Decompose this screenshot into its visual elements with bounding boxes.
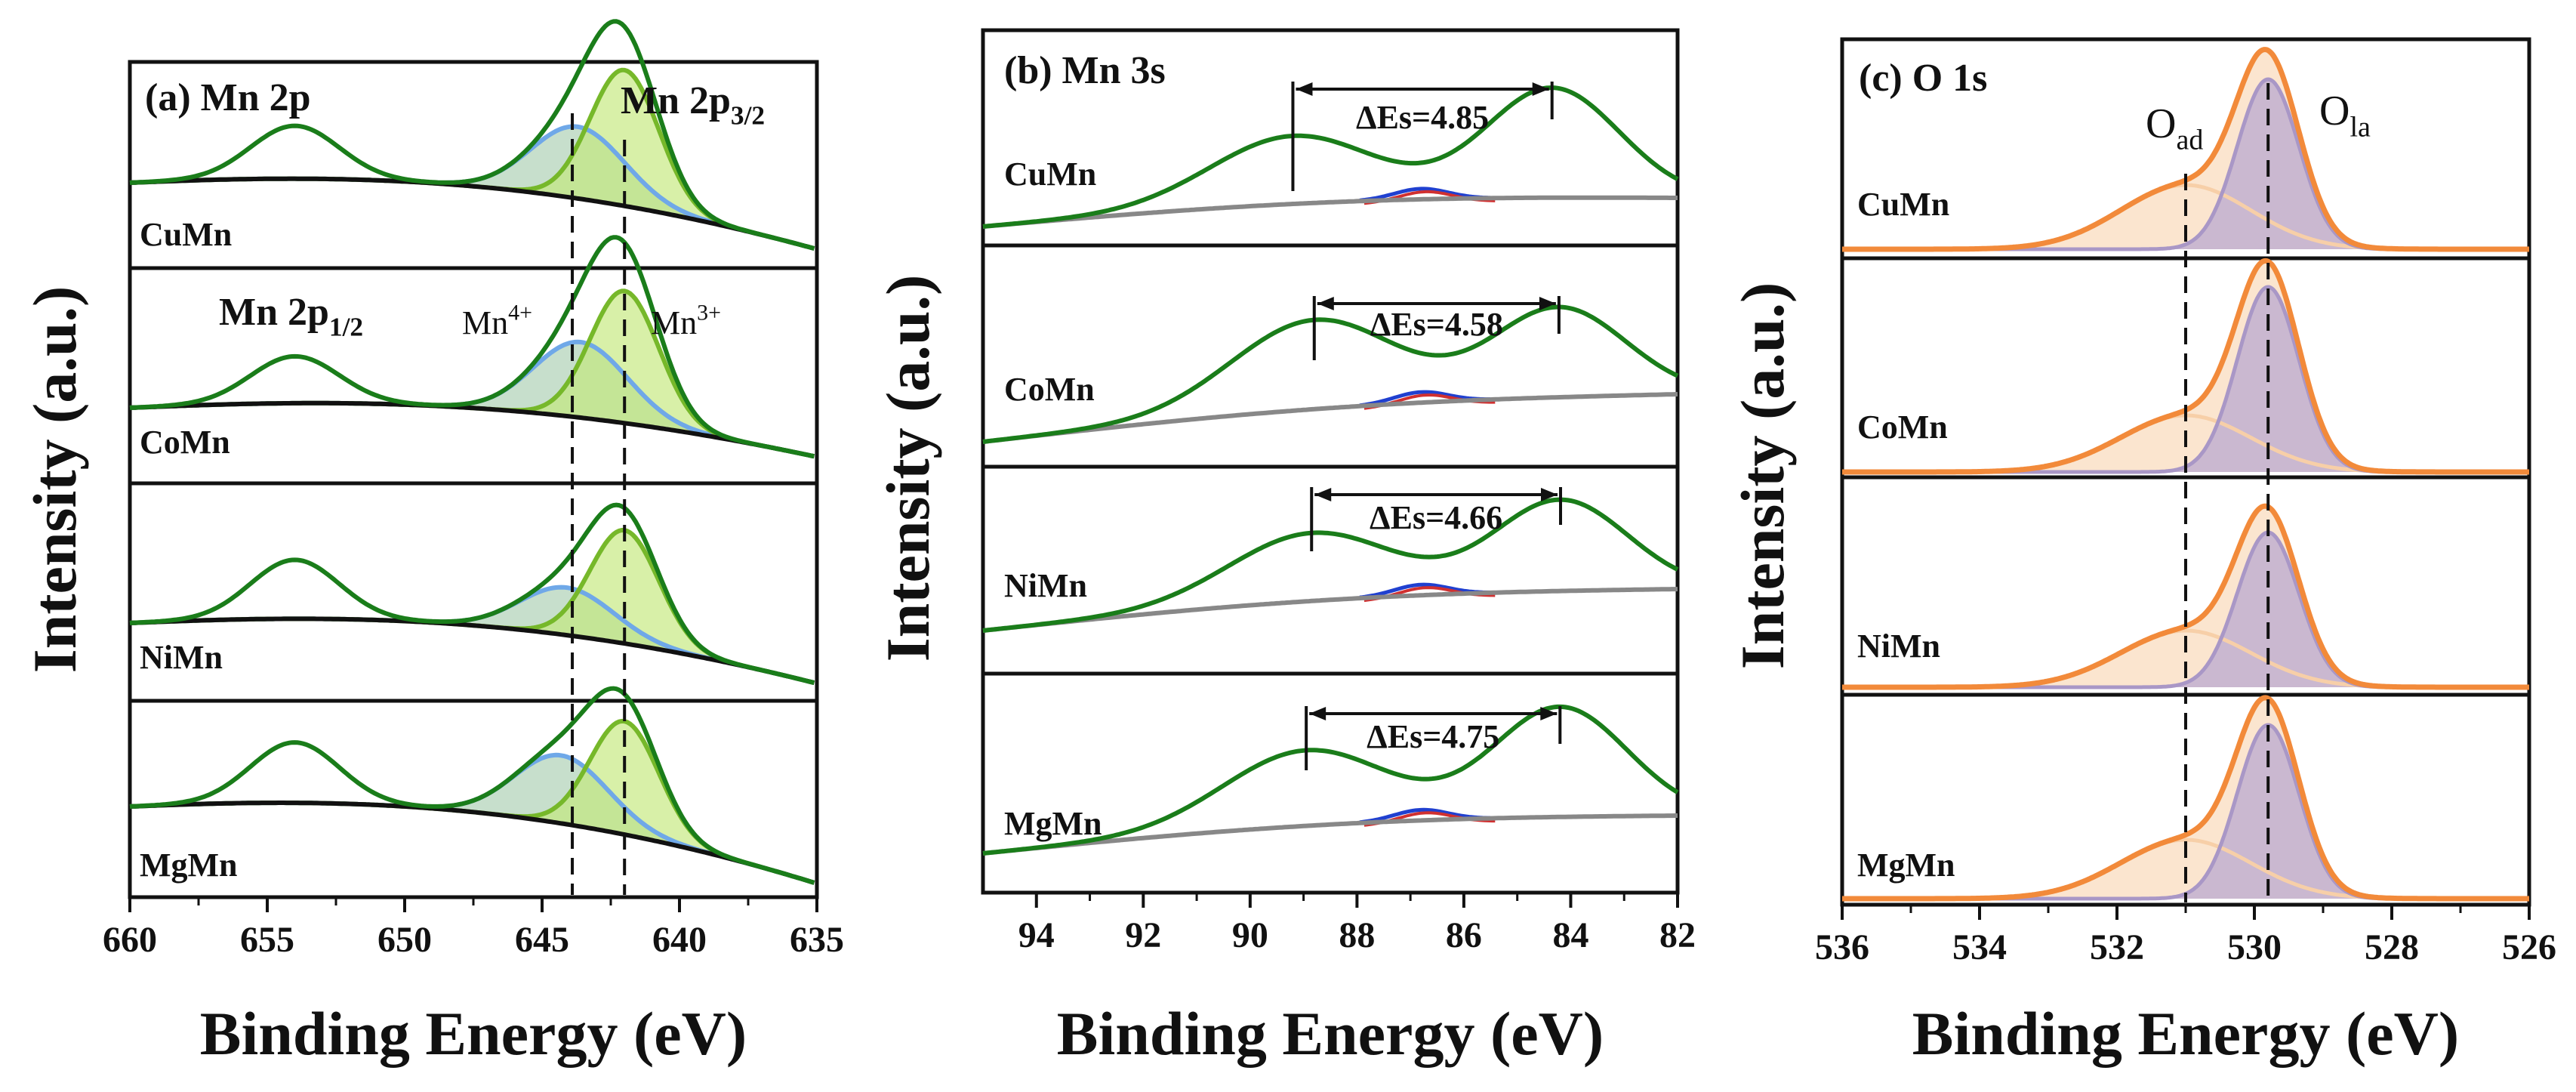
sample-label-NiMn: NiMn	[1857, 628, 1940, 665]
delta-es-label: ΔEs=4.58	[1370, 306, 1503, 343]
panel-b-tick-label: 84	[1552, 915, 1588, 955]
envelope-fill	[1842, 261, 2529, 472]
sample-label-CoMn: CoMn	[140, 424, 230, 461]
panel-a-xlabel: Binding Energy (eV)	[200, 999, 747, 1068]
label-o-la: Ola	[2319, 88, 2371, 143]
sample-label-CuMn: CuMn	[1857, 186, 1949, 223]
envelope-line	[129, 19, 815, 251]
delta-arrowhead	[1309, 707, 1327, 720]
mn4-component-fill	[130, 587, 815, 683]
panel-c-xlabel: Binding Energy (eV)	[1912, 999, 2459, 1068]
label-mn2p32: Mn 2p3/2	[621, 79, 765, 131]
panel-c-ylabel: Intensity (a.u.)	[1728, 282, 1797, 670]
label-o-ad: Oad	[2146, 100, 2203, 156]
delta-arrowhead	[1541, 488, 1558, 501]
mn4-component-line	[129, 585, 815, 686]
envelope-line	[982, 497, 1679, 633]
mn4-component-line	[129, 339, 815, 459]
background-line	[982, 195, 1678, 229]
background-line	[982, 813, 1678, 856]
sample-label-MgMn: MgMn	[1004, 805, 1102, 842]
delta-arrowhead	[1296, 82, 1313, 96]
envelope-fill	[1842, 697, 2529, 899]
panel-a-tick-label: 660	[103, 920, 157, 960]
sample-label-MgMn: MgMn	[1857, 847, 1955, 884]
mn3-component-fill	[130, 291, 815, 457]
panel-b-tick-label: 90	[1232, 915, 1268, 955]
panel-a-tick-label: 650	[377, 920, 432, 960]
label-mn4: Mn4+	[462, 301, 532, 341]
delta-es-label: ΔEs=4.75	[1367, 718, 1499, 755]
panel-b-tick-label: 88	[1339, 915, 1375, 955]
panel-c-tick-label: 534	[1952, 927, 2007, 967]
panel-b-tick-label: 86	[1446, 915, 1482, 955]
panel-a-tick-label: 645	[515, 920, 569, 960]
sample-label-CoMn: CoMn	[1857, 409, 1948, 446]
envelope-line	[129, 235, 815, 459]
panel-c-tick-label: 532	[2090, 927, 2144, 967]
panel-c-tick-label: 530	[2227, 927, 2282, 967]
delta-arrowhead	[1540, 707, 1558, 720]
delta-arrowhead	[1317, 297, 1334, 310]
sample-label-MgMn: MgMn	[140, 847, 238, 884]
panel-b-tick-label: 92	[1125, 915, 1161, 955]
panel-b-ylabel: Intensity (a.u.)	[874, 275, 942, 662]
panel-a-tick-label: 640	[652, 920, 707, 960]
label-mn2p12: Mn 2p1/2	[219, 291, 363, 342]
mn4-component-fill	[130, 341, 815, 457]
envelope-line	[982, 304, 1679, 444]
sample-label-CuMn: CuMn	[1004, 156, 1096, 193]
delta-arrowhead	[1539, 297, 1556, 310]
label-mn3: Mn3+	[651, 301, 721, 341]
envelope-line	[1842, 695, 2529, 902]
sample-label-NiMn: NiMn	[1004, 567, 1087, 604]
delta-es-label: ΔEs=4.66	[1370, 499, 1502, 536]
delta-arrowhead	[1314, 488, 1332, 501]
panel-a-ylabel: Intensity (a.u.)	[20, 286, 89, 674]
sample-label-CoMn: CoMn	[1004, 371, 1095, 408]
sample-label-CuMn: CuMn	[140, 216, 232, 253]
envelope-line	[982, 704, 1679, 856]
panel-a-tick-label: 655	[240, 920, 294, 960]
envelope-line	[982, 85, 1679, 229]
background-line	[982, 392, 1678, 444]
panel-c-tick-label: 536	[1815, 927, 1869, 967]
envelope-line	[129, 502, 815, 686]
background-line	[129, 800, 815, 885]
background-line	[129, 400, 815, 459]
envelope-line	[129, 686, 815, 885]
background-line	[982, 587, 1678, 633]
panel-c-title: (c) O 1s	[1859, 57, 1987, 100]
background-line	[129, 616, 815, 686]
panel-a-tick-label: 635	[790, 920, 844, 960]
panel-b-title: (b) Mn 3s	[1004, 49, 1166, 92]
panel-c-tick-label: 526	[2502, 927, 2556, 967]
panel-c-tick-label: 528	[2365, 927, 2419, 967]
sample-label-NiMn: NiMn	[140, 639, 223, 676]
mn3-component-fill	[130, 69, 815, 248]
background-line	[129, 176, 815, 251]
delta-arrowhead	[1532, 82, 1549, 96]
panel-b-tick-label: 82	[1659, 915, 1696, 955]
panel-b-xlabel: Binding Energy (eV)	[1057, 999, 1604, 1068]
delta-es-label: ΔEs=4.85	[1356, 99, 1489, 136]
panel-b-tick-label: 94	[1018, 915, 1055, 955]
mn3-component-fill	[130, 720, 815, 883]
panel-a-title: (a) Mn 2p	[145, 76, 311, 119]
